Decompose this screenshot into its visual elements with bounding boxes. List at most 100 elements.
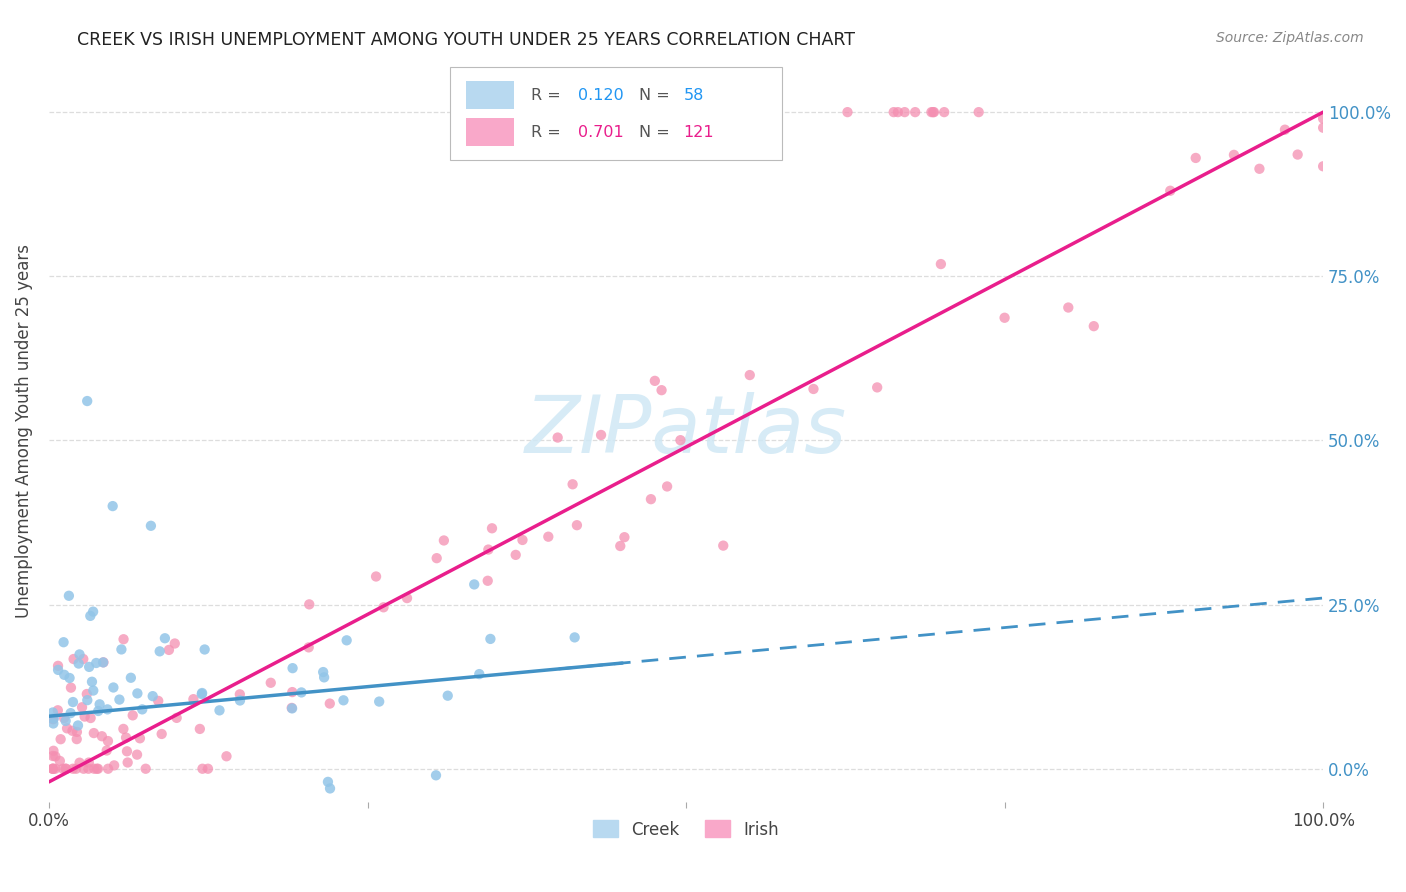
Point <box>316 775 339 789</box>
Point <box>87 704 110 718</box>
Point <box>83 762 105 776</box>
Point <box>904 105 927 120</box>
Point <box>77 756 100 770</box>
Point <box>42 716 65 731</box>
Point <box>281 661 304 675</box>
Text: 0.120: 0.120 <box>578 87 623 103</box>
Point <box>281 685 304 699</box>
Point <box>373 600 395 615</box>
Point <box>153 632 176 646</box>
Point <box>77 660 100 674</box>
FancyBboxPatch shape <box>450 67 782 160</box>
Point <box>280 701 302 715</box>
Text: R =: R = <box>530 125 565 140</box>
Point <box>669 433 692 447</box>
Point <box>83 726 105 740</box>
Point <box>76 693 98 707</box>
Point <box>93 656 115 670</box>
Point <box>53 668 76 682</box>
FancyBboxPatch shape <box>465 119 515 146</box>
Point <box>42 762 65 776</box>
Point <box>52 762 75 776</box>
Point <box>73 709 96 723</box>
Point <box>97 762 120 776</box>
Point <box>887 105 910 120</box>
Point <box>1312 120 1334 135</box>
Point <box>1184 151 1206 165</box>
Point <box>609 539 631 553</box>
Point <box>70 700 93 714</box>
Point <box>477 542 499 557</box>
Point <box>72 762 94 776</box>
Point <box>101 499 124 513</box>
Point <box>883 105 905 120</box>
Point <box>463 577 485 591</box>
Point <box>208 703 231 717</box>
Point <box>96 702 118 716</box>
Point <box>1286 147 1309 161</box>
Point <box>229 693 252 707</box>
Point <box>103 681 125 695</box>
Point <box>42 712 65 726</box>
Y-axis label: Unemployment Among Youth under 25 years: Unemployment Among Youth under 25 years <box>15 244 32 617</box>
Point <box>62 652 84 666</box>
Point <box>131 702 153 716</box>
Point <box>215 749 238 764</box>
Point <box>66 725 89 739</box>
Point <box>561 477 583 491</box>
Text: Source: ZipAtlas.com: Source: ZipAtlas.com <box>1216 31 1364 45</box>
Point <box>80 674 103 689</box>
Point <box>110 642 132 657</box>
Point <box>55 762 77 776</box>
Point <box>922 105 945 120</box>
Point <box>426 551 449 566</box>
Text: N =: N = <box>638 87 675 103</box>
Point <box>1057 301 1080 315</box>
Point <box>42 749 65 764</box>
Point <box>368 695 391 709</box>
Point <box>49 754 72 768</box>
Point <box>44 749 66 764</box>
Point <box>42 762 65 776</box>
Point <box>125 747 148 762</box>
Point <box>90 729 112 743</box>
Point <box>477 574 499 588</box>
Point <box>1274 122 1296 136</box>
Point <box>188 722 211 736</box>
Point <box>920 105 942 120</box>
Point <box>1312 112 1334 126</box>
Point <box>42 706 65 720</box>
Point <box>65 762 87 776</box>
Point <box>994 310 1017 325</box>
Point <box>644 374 666 388</box>
Point <box>837 105 859 120</box>
Point <box>481 521 503 535</box>
Point <box>260 675 283 690</box>
Text: 58: 58 <box>683 87 704 103</box>
Point <box>69 648 91 662</box>
Point <box>62 762 84 776</box>
Point <box>67 657 90 671</box>
Point <box>129 731 152 746</box>
Point <box>150 727 173 741</box>
Point <box>157 643 180 657</box>
Point <box>312 665 335 679</box>
Point <box>108 692 131 706</box>
Point <box>564 631 586 645</box>
Point <box>77 762 100 776</box>
Point <box>512 533 534 547</box>
Point <box>314 670 336 684</box>
Point <box>191 687 214 701</box>
Point <box>69 756 91 770</box>
FancyBboxPatch shape <box>465 81 515 110</box>
Point <box>194 642 217 657</box>
Point <box>66 732 89 747</box>
Point <box>281 701 304 715</box>
Point <box>86 762 108 776</box>
Point <box>97 734 120 748</box>
Point <box>711 539 734 553</box>
Point <box>425 768 447 782</box>
Point <box>42 762 65 776</box>
Point <box>319 697 342 711</box>
Point <box>103 758 125 772</box>
